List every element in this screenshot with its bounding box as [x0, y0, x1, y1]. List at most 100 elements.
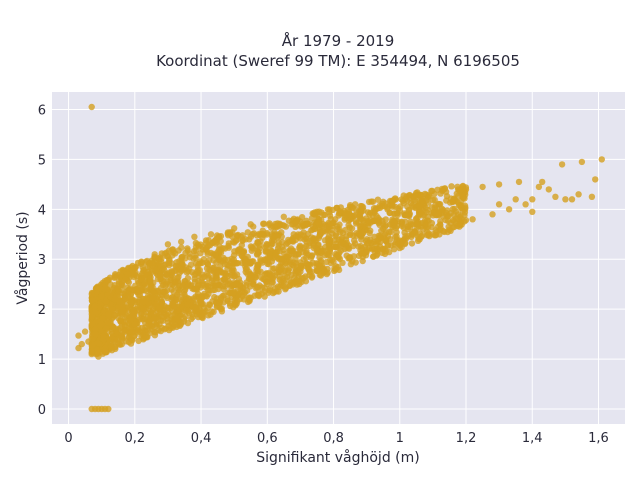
data-point — [365, 198, 373, 206]
data-point — [424, 223, 432, 231]
data-point — [165, 259, 172, 267]
data-point — [292, 236, 299, 243]
data-point — [89, 296, 96, 304]
data-point — [436, 201, 443, 208]
data-point — [379, 217, 386, 225]
data-point — [374, 196, 382, 203]
data-point — [231, 225, 238, 232]
data-point — [247, 243, 255, 250]
data-point — [132, 271, 139, 278]
data-point — [164, 241, 172, 248]
data-point — [98, 321, 105, 328]
data-point — [135, 337, 142, 345]
data-point — [182, 307, 190, 314]
data-point — [331, 243, 338, 250]
data-point — [326, 206, 333, 213]
data-point — [274, 232, 281, 239]
data-point — [281, 250, 288, 257]
data-point — [396, 207, 404, 214]
data-point — [392, 233, 399, 241]
data-point — [131, 321, 138, 328]
data-point — [400, 199, 407, 207]
data-point — [157, 262, 164, 270]
data-point — [489, 211, 496, 218]
data-point — [220, 270, 227, 277]
data-point — [345, 255, 352, 262]
data-point — [104, 319, 112, 326]
data-point — [297, 246, 304, 253]
data-point — [100, 332, 107, 339]
data-point — [202, 237, 210, 244]
data-point — [459, 207, 466, 214]
data-point — [237, 233, 245, 241]
data-point — [153, 300, 160, 307]
data-point — [171, 303, 178, 310]
data-point — [515, 178, 523, 186]
data-point — [105, 405, 112, 413]
data-point — [121, 318, 128, 325]
data-point — [290, 231, 297, 238]
data-point — [448, 183, 455, 190]
data-point — [243, 279, 250, 286]
data-point — [309, 273, 316, 280]
data-point — [104, 328, 111, 335]
data-point — [159, 317, 167, 324]
data-point — [202, 246, 209, 253]
data-point — [495, 181, 503, 188]
x-tick-label: 0,6 — [257, 431, 278, 446]
data-point — [429, 231, 437, 238]
data-point — [240, 291, 248, 298]
y-tick-label: 3 — [38, 253, 46, 268]
data-point — [149, 268, 156, 275]
data-point — [333, 204, 341, 212]
data-point — [408, 240, 416, 247]
data-point — [187, 282, 195, 289]
data-point — [303, 254, 310, 261]
data-point — [114, 304, 121, 311]
data-point — [96, 285, 103, 292]
data-point — [282, 223, 290, 230]
data-point — [125, 271, 132, 278]
data-point — [162, 280, 170, 287]
data-point — [290, 279, 297, 287]
data-point — [356, 212, 363, 219]
data-point — [131, 333, 138, 340]
data-point — [117, 324, 124, 332]
data-point — [127, 291, 134, 298]
data-point — [437, 218, 444, 225]
data-point — [135, 292, 142, 299]
y-tick-label: 5 — [38, 153, 46, 168]
data-point — [105, 311, 112, 318]
data-point — [389, 197, 396, 204]
data-point — [218, 305, 225, 312]
data-point — [245, 268, 253, 276]
data-point — [227, 230, 234, 238]
data-point — [389, 216, 396, 223]
data-point — [398, 222, 406, 230]
data-point — [158, 298, 165, 306]
data-point — [335, 212, 342, 219]
data-point — [198, 271, 206, 278]
data-point — [189, 314, 196, 321]
x-tick-label: 0,4 — [191, 431, 212, 446]
data-point — [318, 249, 325, 256]
data-point — [149, 291, 156, 298]
data-point — [416, 211, 423, 218]
data-point — [191, 233, 198, 240]
data-point — [109, 323, 116, 330]
data-point — [297, 268, 304, 275]
data-point — [371, 233, 378, 240]
data-point — [244, 229, 251, 236]
data-point — [241, 259, 248, 266]
data-point — [235, 246, 243, 253]
data-point — [217, 263, 224, 270]
data-point — [271, 253, 279, 261]
x-tick-label: 1 — [396, 431, 404, 446]
data-point — [351, 237, 358, 244]
data-point — [168, 318, 175, 325]
data-point — [332, 236, 339, 244]
data-point — [469, 216, 476, 223]
data-point — [292, 260, 300, 267]
data-point — [269, 289, 277, 297]
